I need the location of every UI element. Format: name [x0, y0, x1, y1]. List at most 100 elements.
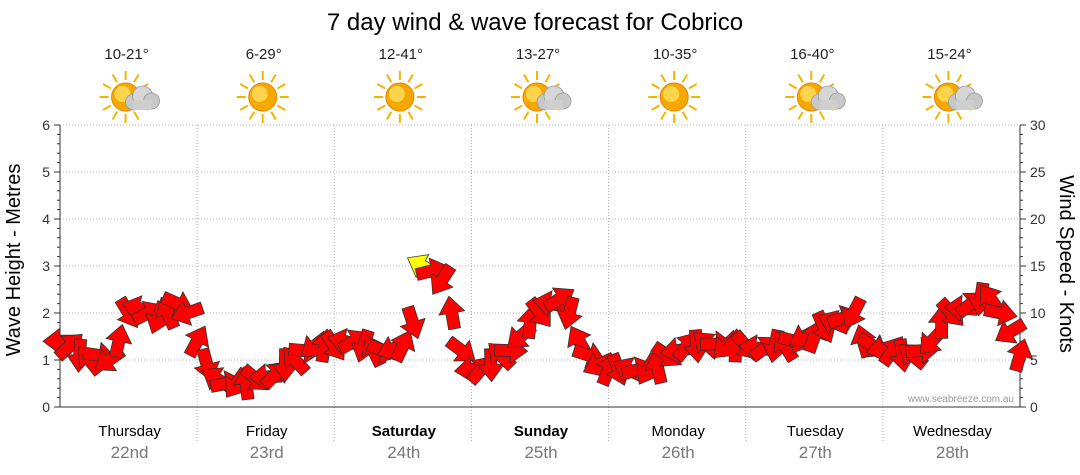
wind-arrow [983, 299, 1018, 327]
sun-ray [270, 111, 277, 121]
wind-arrow [105, 323, 133, 359]
sun-ray [681, 111, 689, 121]
partly-cloudy-icon [785, 71, 846, 123]
day-labels: Thursday 22nd Friday 23rd Saturday 24th Sunday… [98, 423, 992, 462]
day-label: Wednesday [913, 423, 992, 440]
y-tick-label-right: 5 [1030, 352, 1038, 368]
sun-ray [688, 104, 698, 111]
watermark: www.seabreeze.com.au [907, 394, 1014, 405]
cloud-shape [948, 85, 983, 111]
y-tick-label-left: 6 [42, 117, 50, 133]
y-tick-label-left: 0 [42, 399, 50, 415]
wind-arrow [841, 295, 867, 329]
date-label: 26th [662, 443, 695, 462]
wind-arrow [1006, 338, 1034, 373]
cloud-shape [810, 85, 846, 111]
sun-ray [934, 111, 941, 121]
sunny-icon [236, 71, 289, 123]
temperature-label: 10-35° [653, 46, 697, 63]
sun-ray [102, 83, 112, 90]
wind-arrow [438, 295, 466, 331]
wind-arrow [399, 304, 426, 340]
sun-ray [818, 73, 826, 83]
partly-cloudy-icon [99, 71, 160, 123]
wind-arrow [444, 335, 476, 362]
temperature-label: 12-41° [379, 46, 423, 63]
sun-ray [270, 73, 277, 83]
sun-ray [956, 111, 963, 121]
sun-ray [797, 111, 804, 121]
sun-ray [239, 83, 249, 90]
sun-ray [523, 111, 530, 121]
sun-ray [133, 111, 140, 121]
sunny-icon [648, 71, 701, 123]
date-label: 22nd [111, 443, 149, 462]
chart-axes: 0 1 2 3 4 5 6 0 5 10 15 20 25 30 [42, 117, 1046, 415]
sun-ray [414, 83, 423, 90]
sun-ray [818, 111, 826, 121]
wind-arrow [995, 317, 1028, 344]
sun-ray [660, 111, 667, 121]
sun-ray [544, 73, 551, 83]
sun-ray [513, 104, 523, 111]
y-tick-label-right: 25 [1030, 164, 1046, 180]
sun-ray [797, 73, 804, 83]
y-tick-label-left: 1 [42, 352, 50, 368]
day-label: Thursday [98, 423, 161, 440]
y-tick-label-right: 0 [1030, 399, 1038, 415]
y-tick-label-left: 5 [42, 164, 50, 180]
temperature-label: 6-29° [246, 46, 282, 63]
weather-icons [99, 71, 983, 123]
sun-ray [934, 73, 941, 83]
date-label: 25th [524, 443, 557, 462]
sun-ray [660, 73, 667, 83]
y-axis-right-label: Wind Speed - Knots [1055, 175, 1077, 353]
sun-ray [376, 104, 386, 111]
wind-arrow [430, 262, 457, 295]
sun-ray [385, 73, 393, 83]
sun-ray [376, 83, 386, 90]
wind-arrows [42, 254, 1034, 401]
sun-ray [102, 104, 112, 111]
sun-ray [385, 111, 393, 121]
temperature-label: 15-24° [927, 46, 971, 63]
date-label: 23rd [250, 443, 284, 462]
temperature-label: 16-40° [790, 46, 834, 63]
y-tick-label-left: 4 [42, 211, 50, 227]
day-label: Tuesday [787, 423, 844, 440]
y-axis-left-label: Wave Height - Metres [3, 164, 25, 357]
y-tick-label-left: 2 [42, 305, 50, 321]
y-tick-label-right: 15 [1030, 258, 1046, 274]
sun-ray [681, 73, 689, 83]
date-label: 27th [799, 443, 832, 462]
sun-ray [788, 83, 798, 90]
temperature-row: 10-21° 6-29° 12-41° 13-27° 10-35° 16-40° 15-24… [104, 46, 971, 63]
sun-ray [651, 83, 660, 90]
sun-ray [248, 73, 256, 83]
cloud-shape [536, 85, 572, 111]
sun-ray [688, 83, 698, 90]
sun-ray [133, 73, 140, 83]
day-label: Monday [651, 423, 705, 440]
sun-ray [523, 73, 530, 83]
chart-title: 7 day wind & wave forecast for Cobrico [327, 9, 743, 36]
sun-highlight [251, 86, 268, 102]
date-label: 24th [387, 443, 420, 462]
sun-ray [276, 83, 286, 90]
sun-ray [407, 111, 414, 121]
wind-arrow [170, 299, 205, 326]
sun-ray [651, 104, 660, 111]
sun-ray [111, 73, 118, 83]
sun-ray [111, 111, 118, 121]
sun-ray [925, 83, 935, 90]
wind-arrow [477, 348, 505, 383]
sunny-icon [373, 71, 426, 123]
date-label: 28th [936, 443, 969, 462]
temperature-label: 10-21° [104, 46, 148, 63]
day-label: Friday [246, 423, 288, 440]
sun-ray [414, 104, 423, 111]
partly-cloudy-icon [922, 71, 983, 123]
chart-grid [60, 124, 1020, 442]
sun-ray [248, 111, 256, 121]
sun-ray [544, 111, 551, 121]
